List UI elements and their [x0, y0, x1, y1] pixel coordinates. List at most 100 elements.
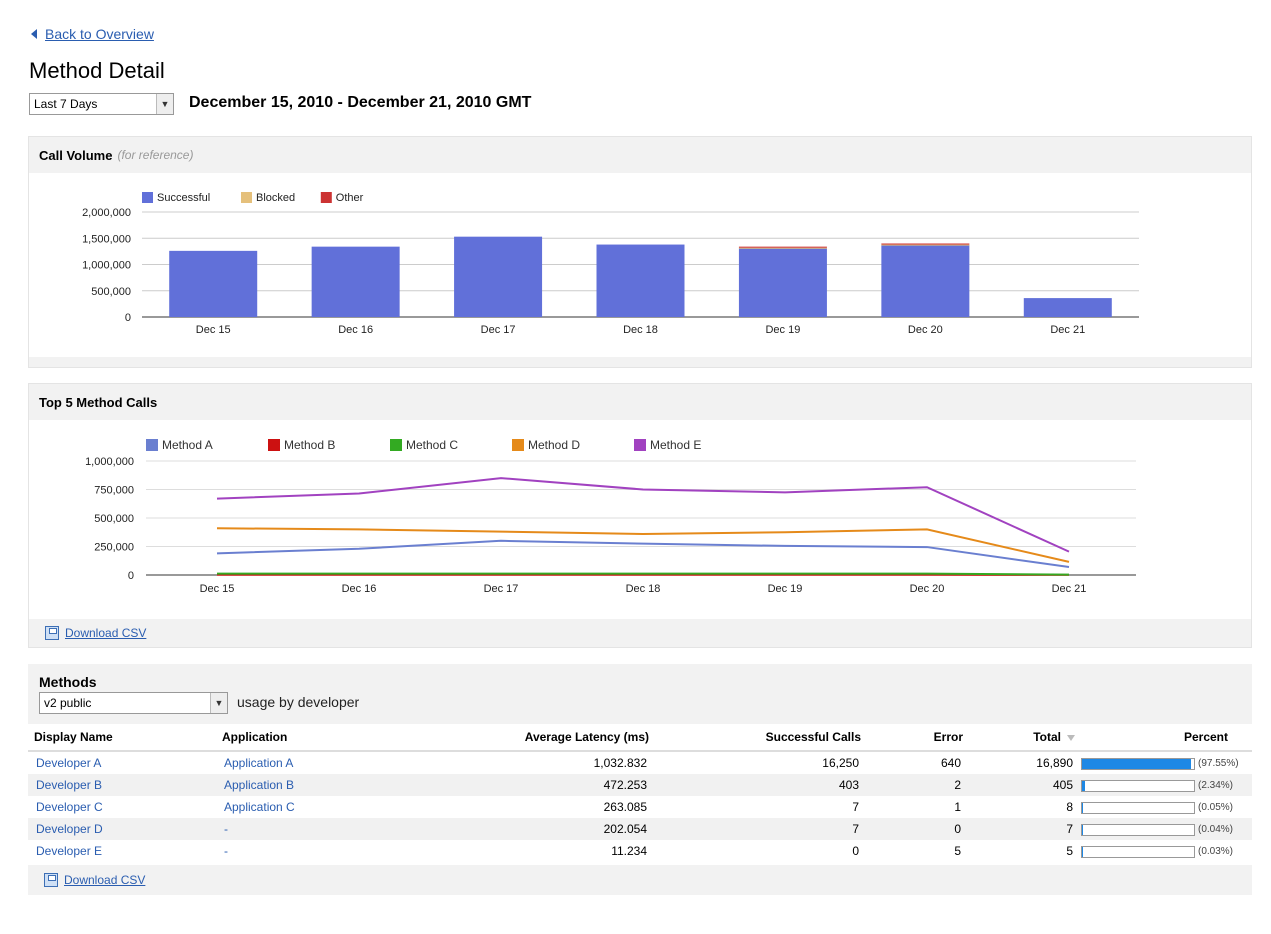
application-link[interactable]: Application A — [224, 756, 294, 770]
application-link[interactable]: Application B — [224, 778, 295, 792]
methods-download-csv[interactable]: Download CSV — [44, 873, 145, 887]
y-tick-label: 0 — [128, 570, 134, 582]
legend-swatch — [268, 439, 280, 451]
developer-link[interactable]: Developer D — [36, 822, 103, 836]
table-row: Developer D - 202.054 7 0 7 (0.04%) — [28, 818, 1252, 840]
chevron-down-icon[interactable]: ▼ — [156, 94, 173, 114]
percent-value: (0.03%) — [1198, 846, 1234, 858]
y-tick-label: 1,000,000 — [82, 260, 131, 272]
col-total-label: Total — [1033, 730, 1061, 744]
developer-cell: Developer E — [28, 840, 216, 862]
top5-panel: Top 5 Method Calls Method A Method B Metho… — [28, 383, 1252, 648]
chevron-down-icon[interactable]: ▼ — [210, 693, 227, 713]
legend-label: Method E — [650, 438, 701, 452]
application-link[interactable]: Application C — [224, 800, 295, 814]
developer-link[interactable]: Developer E — [36, 844, 103, 858]
back-arrow-icon — [31, 29, 37, 39]
x-tick-label: Dec 21 — [1050, 324, 1085, 336]
percent-bar-fill — [1082, 846, 1083, 857]
success-value: 0 — [852, 844, 859, 858]
percent-bar-fill — [1082, 802, 1083, 813]
col-average-latency[interactable]: Average Latency (ms) — [418, 724, 655, 752]
date-range-select[interactable]: Last 7 Days ▼ — [29, 93, 174, 115]
col-display-name[interactable]: Display Name — [28, 724, 216, 752]
col-total[interactable]: Total — [969, 724, 1081, 752]
col-successful-calls[interactable]: Successful Calls — [655, 724, 867, 752]
bar-successful — [738, 248, 827, 317]
developer-link[interactable]: Developer B — [36, 778, 103, 792]
back-to-overview-link[interactable]: Back to Overview — [45, 26, 154, 42]
developer-cell: Developer A — [28, 751, 216, 774]
application-link[interactable]: - — [224, 844, 228, 858]
y-tick-label: 500,000 — [94, 513, 134, 525]
error-value: 2 — [954, 778, 961, 792]
developer-cell: Developer B — [28, 774, 216, 796]
developer-cell: Developer C — [28, 796, 216, 818]
error-value: 640 — [940, 756, 961, 770]
top5-header: Top 5 Method Calls — [29, 384, 1251, 420]
total-cell: 8 — [969, 796, 1081, 818]
top5-title: Top 5 Method Calls — [39, 394, 158, 410]
date-range-value: Last 7 Days — [34, 97, 98, 111]
percent-bar — [1081, 757, 1195, 770]
col-application[interactable]: Application — [216, 724, 418, 752]
legend-swatch — [241, 192, 252, 203]
top5-svg: Method A Method B Method C Method D Method E… — [85, 438, 1136, 595]
percent-bar — [1081, 801, 1195, 814]
x-tick-label: Dec 17 — [481, 324, 516, 336]
call-volume-subtitle: (for reference) — [117, 148, 194, 162]
application-cell: - — [216, 818, 418, 840]
methods-select[interactable]: v2 public ▼ — [39, 692, 228, 714]
y-tick-label: 1,500,000 — [82, 233, 131, 245]
x-tick-label: Dec 18 — [626, 583, 661, 595]
bar-successful — [169, 250, 258, 317]
developer-link[interactable]: Developer A — [36, 756, 102, 770]
legend-swatch — [390, 439, 402, 451]
legend-swatch — [142, 192, 153, 203]
percent-value: (97.55%) — [1198, 758, 1239, 770]
bar-blocked — [881, 244, 970, 246]
latency-value: 202.054 — [603, 822, 647, 836]
total-value: 7 — [1066, 822, 1073, 836]
application-link[interactable]: - — [224, 822, 228, 836]
percent-bar — [1081, 845, 1195, 858]
methods-select-value: v2 public — [44, 696, 92, 710]
y-tick-label: 250,000 — [94, 542, 134, 554]
application-cell: - — [216, 840, 418, 862]
success-value: 7 — [852, 822, 859, 836]
latency-cell: 1,032.832 — [418, 751, 655, 774]
table-row: Developer A Application A 1,032.832 16,250 6… — [28, 751, 1252, 774]
methods-title: Methods — [39, 674, 97, 690]
percent-bar-fill — [1082, 758, 1192, 769]
top5-download-csv[interactable]: Download CSV — [45, 626, 146, 640]
date-range-label: December 15, 2010 - December 21, 2010 GM… — [189, 94, 532, 111]
percent-cell: (0.05%) — [1081, 796, 1252, 818]
y-tick-label: 500,000 — [91, 286, 131, 298]
percent-cell: (0.03%) — [1081, 840, 1252, 862]
top5-download-csv-link[interactable]: Download CSV — [65, 626, 147, 640]
methods-download-csv-link[interactable]: Download CSV — [64, 873, 146, 887]
sort-down-icon[interactable] — [1067, 734, 1075, 741]
latency-value: 263.085 — [603, 800, 647, 814]
application-cell: Application B — [216, 774, 418, 796]
bar-successful — [596, 244, 685, 317]
success-cell: 0 — [655, 840, 867, 862]
col-percent[interactable]: Percent — [1081, 724, 1252, 752]
error-cell: 1 — [867, 796, 969, 818]
error-cell: 640 — [867, 751, 969, 774]
call-volume-panel: Call Volume (for reference) Successful Bl… — [28, 136, 1252, 368]
percent-cell: (2.34%) — [1081, 774, 1252, 796]
bar-other — [881, 243, 970, 245]
total-value: 405 — [1052, 778, 1073, 792]
legend-swatch — [146, 439, 158, 451]
methods-footer: Download CSV — [28, 865, 1252, 895]
percent-bar — [1081, 823, 1195, 836]
y-tick-label: 750,000 — [94, 485, 134, 497]
page-title: Method Detail — [29, 58, 165, 83]
x-tick-label: Dec 20 — [910, 583, 945, 595]
success-cell: 403 — [655, 774, 867, 796]
developer-link[interactable]: Developer C — [36, 800, 103, 814]
col-error[interactable]: Error — [867, 724, 969, 752]
back-link[interactable]: Back to Overview — [31, 26, 154, 42]
bar-successful — [1023, 298, 1112, 317]
